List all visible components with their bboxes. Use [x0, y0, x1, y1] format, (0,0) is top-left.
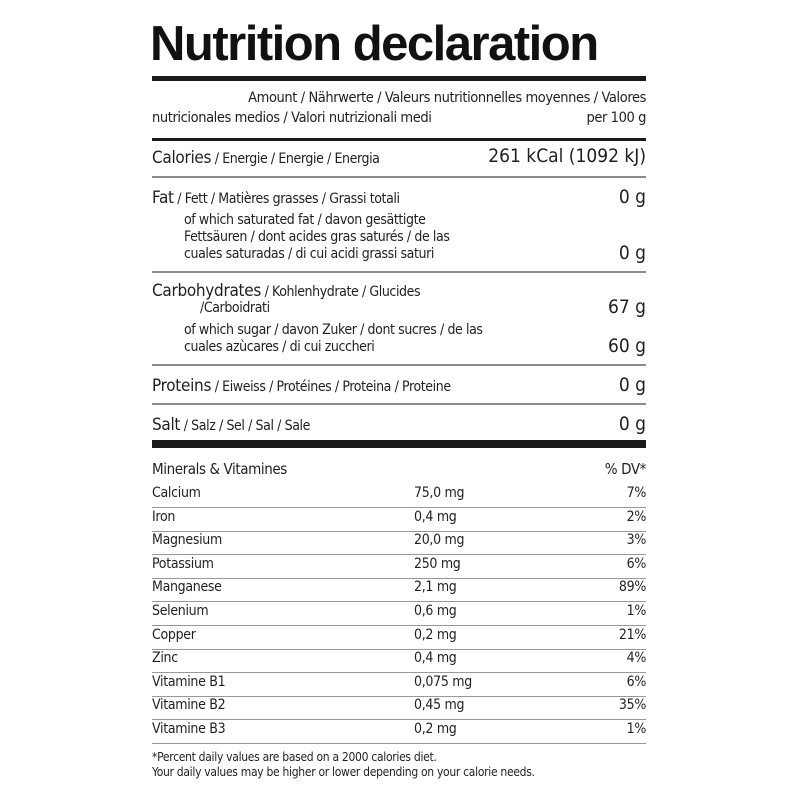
- row-divider: [152, 577, 646, 579]
- mineral-dv: 3%: [626, 532, 647, 549]
- minerals-header: Minerals & Vitamines: [152, 460, 287, 478]
- mineral-name: Vitamine B3: [152, 721, 226, 737]
- salt-value: 0 g: [618, 413, 646, 435]
- row-divider: [152, 648, 646, 650]
- mineral-dv: 6%: [626, 555, 647, 572]
- mineral-dv: 1%: [626, 721, 647, 737]
- mineral-name: Iron: [152, 508, 176, 525]
- mineral-dv: 89%: [618, 579, 646, 596]
- divider-thick: [152, 440, 646, 448]
- mineral-name: Vitamine B1: [152, 673, 226, 690]
- mineral-name: Zinc: [152, 650, 178, 667]
- mineral-dv: 35%: [618, 697, 646, 714]
- calories-value: 261 kCal (1092 kJ): [488, 145, 646, 167]
- sugar-value: 60 g: [607, 335, 646, 357]
- mineral-amount: 0,4 mg: [414, 508, 457, 525]
- row-divider: [152, 625, 646, 626]
- dv-header: % DV*: [604, 460, 647, 478]
- saturated-line-3: cuales saturadas / di cui acidi grassi s…: [184, 246, 434, 262]
- mineral-name: Copper: [152, 626, 196, 643]
- mineral-name: Potassium: [152, 555, 214, 572]
- footnote-line-2: Your daily values may be higher or lower…: [152, 765, 535, 779]
- mineral-dv: 21%: [618, 626, 646, 643]
- table-row: Magnesium 20,0 mg 3%: [152, 532, 647, 556]
- divider: [152, 176, 646, 178]
- mineral-amount: 0,075 mg: [414, 673, 472, 690]
- divider: [152, 403, 646, 405]
- table-row: Selenium 0,6 mg 1%: [152, 603, 646, 626]
- divider: [152, 364, 646, 366]
- table-row: Manganese 2,1 mg 89%: [152, 579, 646, 603]
- table-row: Vitamine B2 0,45 mg 35%: [152, 697, 646, 721]
- row-divider: [152, 743, 646, 744]
- table-row: Zinc 0,4 mg 4%: [152, 650, 647, 674]
- row-divider: [152, 601, 646, 603]
- mineral-dv: 2%: [626, 508, 647, 525]
- divider: [152, 271, 646, 273]
- header-line-1: Amount / Nährwerte / Valeurs nutritionne…: [248, 90, 646, 106]
- mineral-dv: 6%: [626, 673, 647, 690]
- mineral-amount: 20,0 mg: [414, 532, 465, 549]
- mineral-name: Vitamine B2: [152, 697, 226, 714]
- row-divider: [152, 672, 646, 674]
- mineral-name: Selenium: [152, 603, 209, 619]
- table-row: Potassium 250 mg 6%: [152, 556, 646, 579]
- footnote-line-1: *Percent daily values are based on a 200…: [152, 750, 437, 764]
- mineral-amount: 0,2 mg: [414, 626, 457, 643]
- row-divider: [152, 695, 646, 697]
- mineral-amount: 0,4 mg: [414, 650, 457, 667]
- fat-value: 0 g: [618, 186, 646, 208]
- table-row: Vitamine B1 0,075 mg 6%: [152, 674, 646, 697]
- mineral-amount: 75,0 mg: [414, 485, 465, 501]
- row-divider: [152, 719, 646, 721]
- mineral-dv: 1%: [626, 603, 647, 619]
- carbohydrates-label-2: /Carboidrati: [200, 300, 270, 316]
- table-row: Iron 0,4 mg 2%: [152, 509, 646, 532]
- carbohydrates-value: 67 g: [607, 296, 646, 318]
- sugar-line-2: cuales azùcares / di cui zuccheri: [184, 339, 375, 355]
- mineral-name: Magnesium: [152, 532, 222, 549]
- mineral-name: Manganese: [152, 579, 222, 596]
- row-divider: [152, 507, 646, 508]
- saturated-line-1: of which saturated fat / davon gesättigt…: [184, 212, 426, 228]
- proteins-label: Proteins / Eiweiss / Protéines / Protein…: [152, 376, 451, 396]
- calories-label: Calories / Energie / Energie / Energia: [152, 148, 380, 168]
- table-row: Vitamine B3 0,2 mg 1%: [152, 721, 646, 744]
- mineral-amount: 0,6 mg: [414, 603, 457, 619]
- mineral-dv: 7%: [626, 485, 647, 501]
- sugar-line-1: of which sugar / davon Zuker / dont sucr…: [184, 322, 483, 338]
- mineral-amount: 0,45 mg: [414, 697, 465, 714]
- mineral-amount: 2,1 mg: [414, 579, 457, 596]
- title-underline: [152, 76, 646, 81]
- table-row: Copper 0,2 mg 21%: [152, 627, 646, 650]
- saturated-value: 0 g: [618, 242, 646, 264]
- saturated-line-2: Fettsäuren / dont acides gras saturés / …: [184, 229, 450, 245]
- row-divider: [152, 530, 646, 532]
- table-row: Calcium 75,0 mg 7%: [152, 485, 646, 508]
- mineral-amount: 0,2 mg: [414, 721, 457, 737]
- header-line-2: nutricionales medios / Valori nutriziona…: [152, 110, 432, 126]
- fat-label: Fat / Fett / Matières grasses / Grassi t…: [152, 188, 400, 208]
- proteins-value: 0 g: [618, 374, 646, 396]
- per-100g: per 100 g: [586, 110, 646, 126]
- page-title: Nutrition declaration: [150, 17, 599, 71]
- mineral-dv: 4%: [626, 650, 647, 667]
- carbohydrates-label: Carbohydrates / Kohlenhydrate / Glucides: [152, 281, 421, 301]
- row-divider: [152, 554, 646, 556]
- divider: [152, 138, 646, 141]
- salt-label: Salt / Salz / Sel / Sal / Sale: [152, 415, 310, 435]
- mineral-name: Calcium: [152, 485, 201, 501]
- mineral-amount: 250 mg: [414, 555, 461, 572]
